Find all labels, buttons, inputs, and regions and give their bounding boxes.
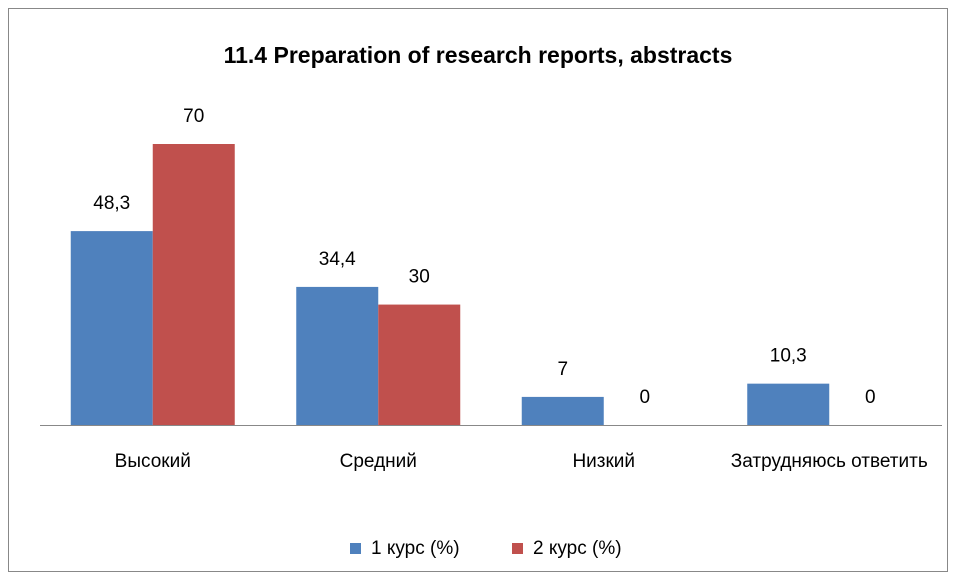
x-tick-label: Низкий	[572, 451, 636, 472]
value-label: 7	[557, 359, 568, 380]
legend-swatch	[512, 543, 523, 554]
x-tick-label: Затрудняюсь ответить	[730, 451, 928, 472]
legend-label: 1 курс (%)	[371, 538, 460, 559]
value-label: 0	[865, 387, 876, 408]
legend-label: 2 курс (%)	[533, 538, 622, 559]
legend-swatch	[350, 543, 361, 554]
x-tick-label: Высокий	[114, 451, 191, 472]
bar	[521, 396, 604, 425]
value-label: 0	[639, 387, 650, 408]
value-label: 10,3	[770, 346, 807, 367]
bar	[152, 144, 235, 425]
value-label: 48,3	[93, 193, 130, 214]
chart-title: 11.4 Preparation of research reports, ab…	[224, 42, 733, 68]
bar	[296, 286, 379, 425]
bar	[378, 304, 461, 425]
value-label: 34,4	[319, 249, 356, 270]
value-label: 30	[409, 267, 430, 288]
x-tick-label: Средний	[339, 451, 417, 472]
bar	[747, 383, 830, 425]
bar	[70, 231, 153, 425]
value-label: 70	[183, 106, 204, 127]
